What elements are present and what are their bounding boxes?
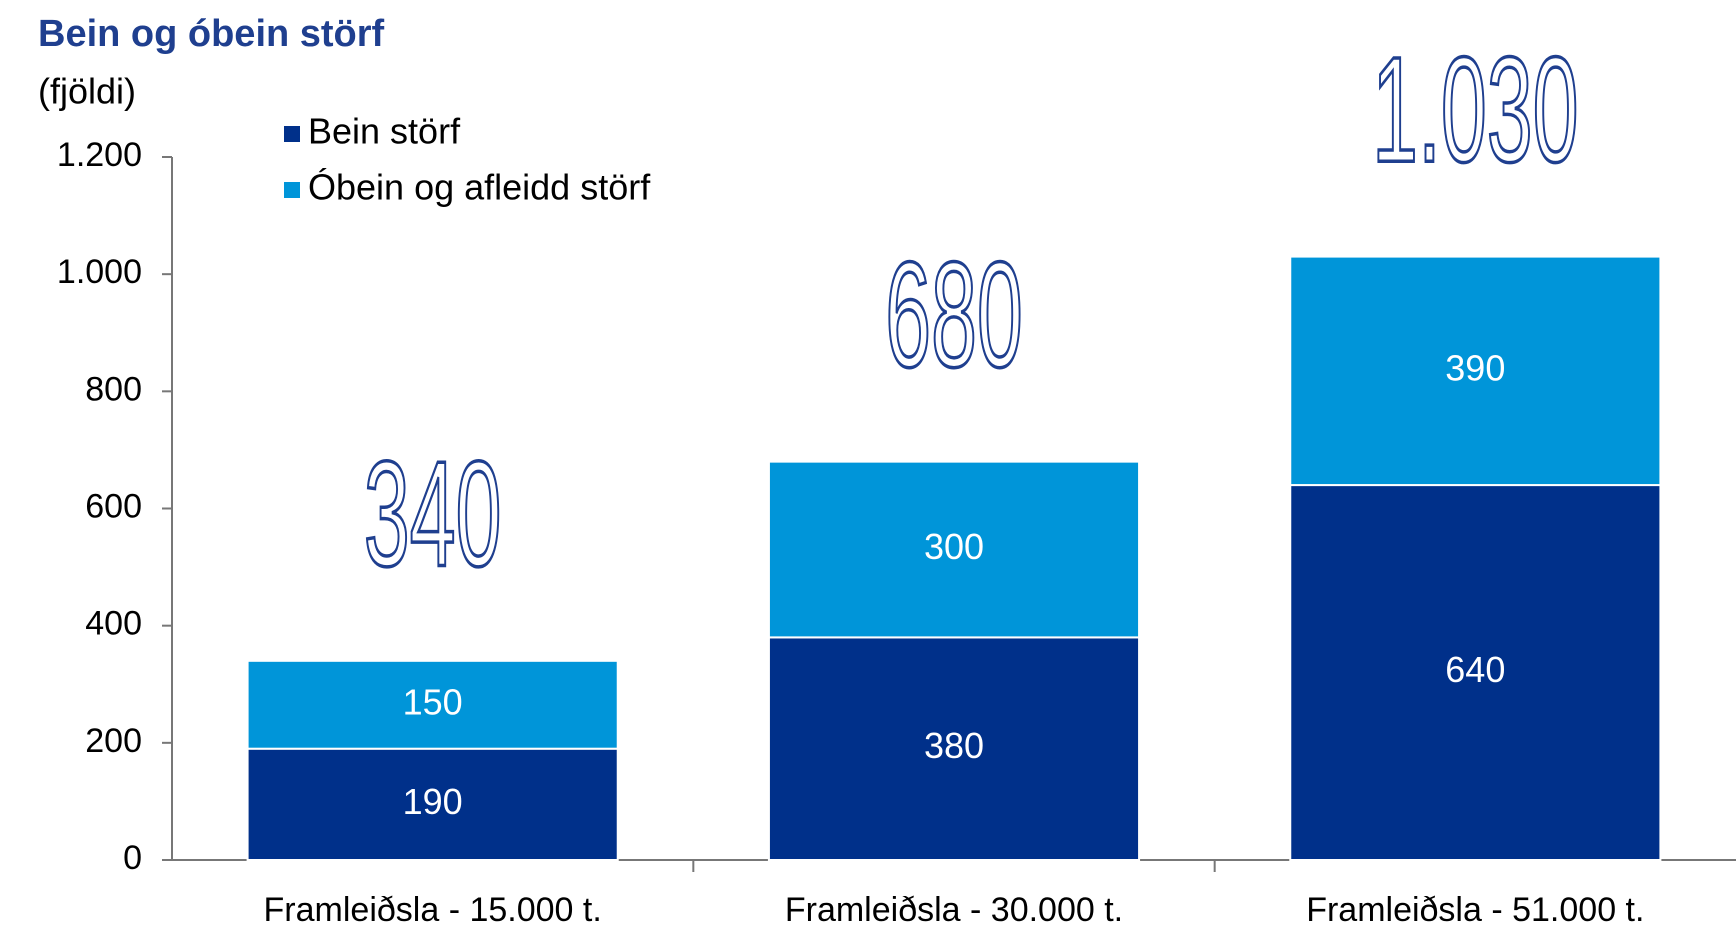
- segment-label: 150: [403, 681, 463, 722]
- bar-segment: [767, 636, 1141, 862]
- segment-label: 300: [924, 526, 984, 567]
- bar-segment: [246, 659, 619, 750]
- segment-label: 640: [1445, 649, 1505, 690]
- legend-swatch: [284, 182, 300, 198]
- legend-label: Óbein og afleidd störf: [308, 167, 651, 208]
- y-tick-label: 400: [85, 605, 142, 643]
- x-tick-label: Framleiðsla - 51.000 t.: [1306, 891, 1644, 929]
- chart-title: Bein og óbein störf: [38, 13, 385, 55]
- y-tick-label: 0: [123, 839, 142, 877]
- y-tick-label: 800: [85, 370, 142, 408]
- x-tick-label: Framleiðsla - 15.000 t.: [264, 891, 602, 929]
- total-label: 340: [364, 429, 502, 598]
- legend-swatch: [284, 126, 300, 142]
- x-tick-label: Framleiðsla - 30.000 t.: [785, 891, 1123, 929]
- segment-label: 380: [924, 725, 984, 766]
- legend-label: Bein störf: [308, 111, 461, 152]
- bar-segment: [1289, 255, 1662, 487]
- bar-segment: [246, 747, 619, 861]
- y-tick-label: 600: [85, 487, 142, 525]
- segment-label: 390: [1445, 347, 1505, 388]
- bar-segment: [767, 460, 1141, 639]
- total-label: 1.030: [1372, 25, 1578, 194]
- y-tick-label: 1.000: [57, 253, 142, 291]
- total-label: 680: [885, 230, 1023, 399]
- segment-label: 190: [403, 781, 463, 822]
- bar-segment: [1289, 484, 1662, 861]
- y-axis-label: (fjöldi): [38, 71, 136, 112]
- y-tick-label: 200: [85, 722, 142, 760]
- y-tick-label: 1.200: [57, 136, 142, 174]
